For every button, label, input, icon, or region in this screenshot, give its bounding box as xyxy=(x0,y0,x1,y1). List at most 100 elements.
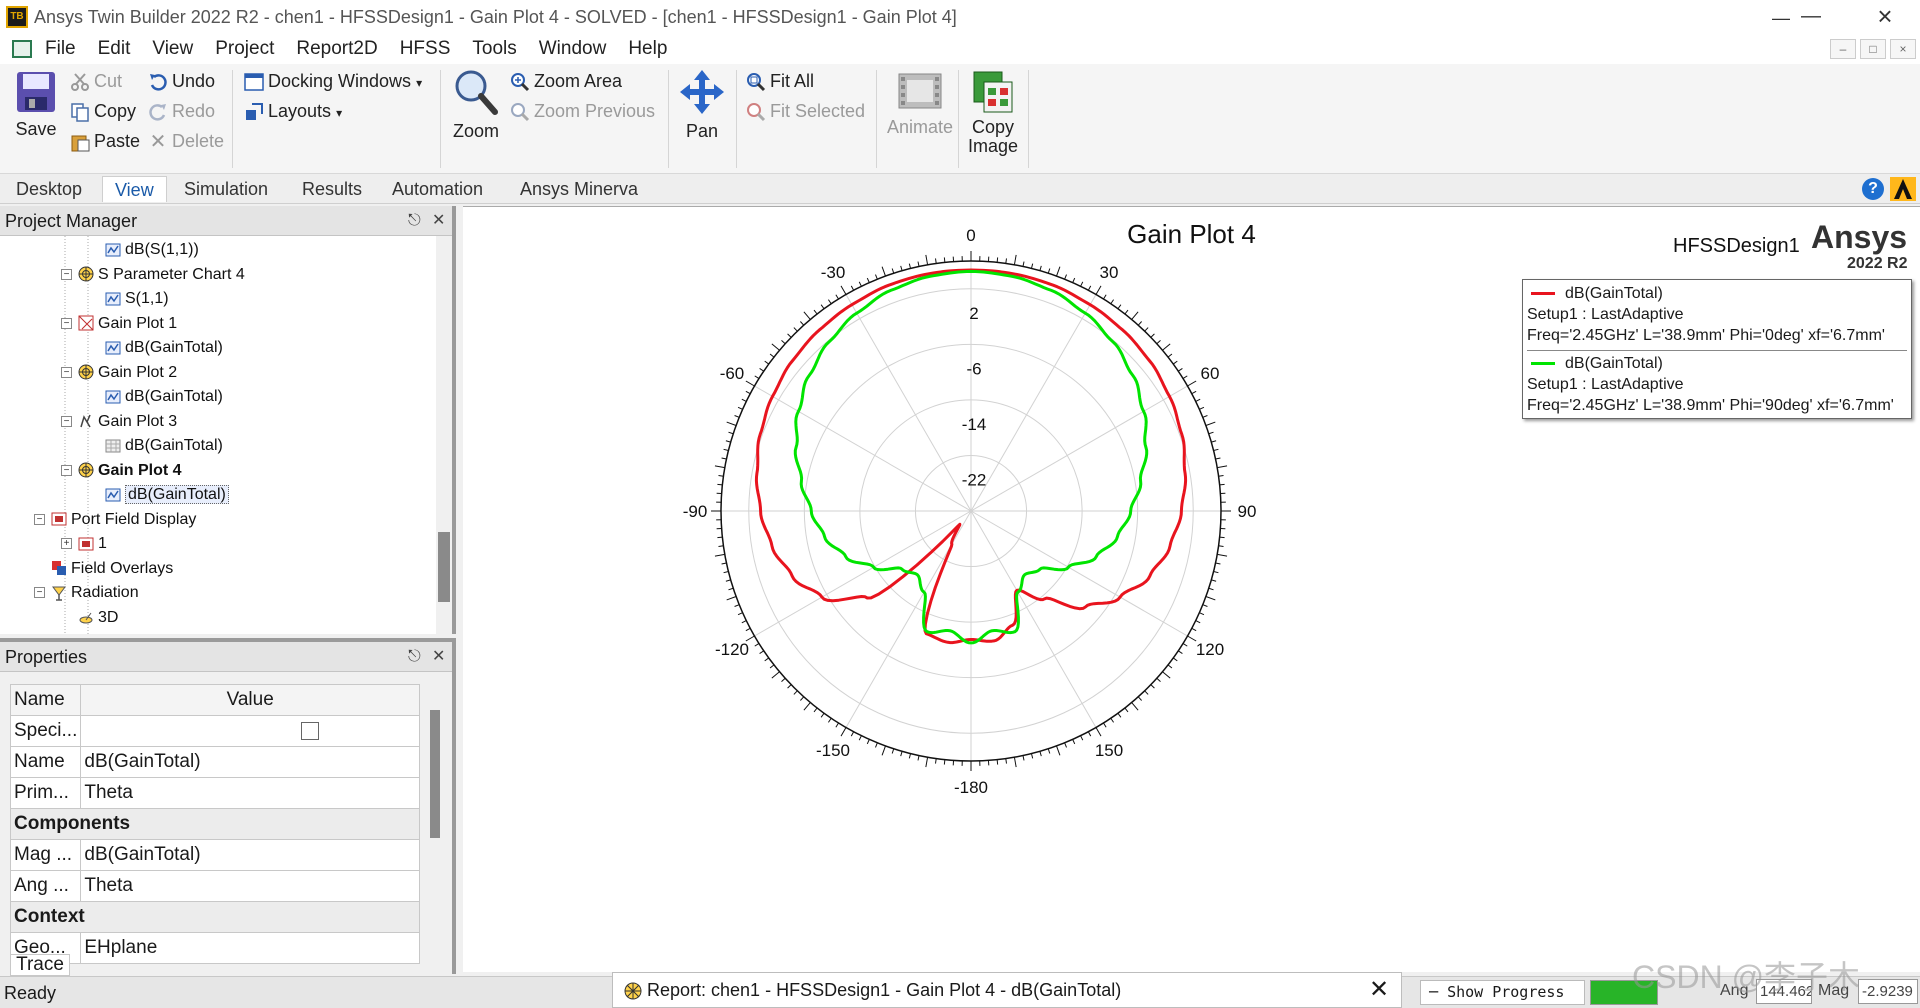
tab-view[interactable]: View xyxy=(102,176,167,202)
property-row[interactable]: Mag ... dB(GainTotal) xyxy=(9,839,420,871)
minimize-button[interactable]: — xyxy=(1801,5,1821,27)
mdi-close-button[interactable]: × xyxy=(1890,39,1916,59)
close-report-button[interactable]: ✕ xyxy=(1369,976,1390,1003)
angle-tick-label: -90 xyxy=(683,502,708,521)
copy-button[interactable]: Copy xyxy=(70,96,136,126)
property-row[interactable]: Geo... EHplane xyxy=(9,932,420,964)
collapse-icon[interactable]: − xyxy=(34,513,45,525)
property-value[interactable]: dB(GainTotal) xyxy=(80,839,420,871)
tree-item[interactable]: dB(GainTotal) xyxy=(88,385,223,409)
menu-file[interactable]: File xyxy=(45,38,76,59)
save-button[interactable]: Save xyxy=(8,70,64,140)
mdi-restore-button[interactable]: □ xyxy=(1860,39,1886,59)
tree-item[interactable]: − Radiation xyxy=(34,581,139,605)
cut-button[interactable]: Cut xyxy=(70,66,122,96)
pin-icon[interactable]: ⎋ xyxy=(408,212,421,229)
tree-scrollbar-thumb[interactable] xyxy=(438,532,450,602)
menu-project[interactable]: Project xyxy=(215,38,275,59)
report-document-tab[interactable]: Report: chen1 - HFSSDesign1 - Gain Plot … xyxy=(612,972,1402,1008)
value-column-header[interactable]: Value xyxy=(80,684,420,716)
tree-item[interactable]: dB(GainTotal) xyxy=(88,336,223,360)
close-panel-button[interactable]: ✕ xyxy=(432,212,446,229)
zoom-button[interactable]: Zoom xyxy=(448,68,504,142)
collapse-icon[interactable]: − xyxy=(61,464,72,476)
properties-scrollbar-thumb[interactable] xyxy=(430,710,440,838)
tree-item[interactable]: − Gain Plot 3 xyxy=(61,410,177,434)
menu-view[interactable]: View xyxy=(152,38,194,59)
zoom-previous-button[interactable]: Zoom Previous xyxy=(510,96,655,126)
polar-tick xyxy=(850,731,855,737)
collapse-icon[interactable]: − xyxy=(34,587,45,599)
polar-tick xyxy=(820,712,825,718)
tree-item[interactable]: Field Overlays xyxy=(34,557,173,581)
layouts-button[interactable]: Layouts ▾ xyxy=(244,96,342,126)
property-value[interactable]: Theta xyxy=(80,870,420,902)
tab-simulation[interactable]: Simulation xyxy=(184,179,269,199)
pan-button[interactable]: Pan xyxy=(676,68,728,142)
tab-ansys-minerva[interactable]: Ansys Minerva xyxy=(520,179,639,199)
specify-checkbox[interactable] xyxy=(301,721,320,740)
polar-tick xyxy=(745,627,751,632)
show-progress-button[interactable]: ─ Show Progress xyxy=(1420,980,1585,1005)
property-row[interactable]: Prim... Theta xyxy=(9,777,420,809)
collapse-icon[interactable]: − xyxy=(61,415,72,427)
property-row[interactable]: Speci... xyxy=(9,715,420,747)
tree-item[interactable]: dB(S(1,1)) xyxy=(88,238,199,262)
delete-button[interactable]: ✕ Delete xyxy=(148,126,224,156)
tree-item[interactable]: − S Parameter Chart 4 xyxy=(61,263,245,287)
plot-title: Gain Plot 4 xyxy=(1127,219,1256,249)
property-value[interactable]: EHplane xyxy=(80,932,420,964)
plot-legend[interactable]: dB(GainTotal) Setup1 : LastAdaptive Freq… xyxy=(1522,279,1912,419)
tree-item[interactable]: S(1,1) xyxy=(88,287,169,311)
redo-button[interactable]: Redo xyxy=(148,96,215,126)
property-group-row[interactable]: Context xyxy=(10,901,420,933)
property-value[interactable]: dB(GainTotal) xyxy=(80,746,420,778)
property-value[interactable]: Theta xyxy=(80,777,420,809)
help-icon[interactable]: ? xyxy=(1862,178,1884,200)
expand-icon[interactable]: + xyxy=(61,538,72,550)
tab-desktop[interactable]: Desktop xyxy=(16,179,83,199)
tab-results[interactable]: Results xyxy=(302,179,363,199)
collapse-icon[interactable]: − xyxy=(61,366,72,378)
property-row[interactable]: Name dB(GainTotal) xyxy=(9,746,420,778)
mdi-minimize-button[interactable]: – xyxy=(1830,39,1856,59)
paste-button[interactable]: Paste xyxy=(70,126,140,156)
copy-image-button[interactable]: Copy Image xyxy=(962,68,1024,156)
property-row[interactable]: Ang ... Theta xyxy=(9,870,420,902)
menu-hfss[interactable]: HFSS xyxy=(399,38,451,59)
menu-help[interactable]: Help xyxy=(628,38,668,59)
undo-button[interactable]: Undo xyxy=(148,66,215,96)
tree-item[interactable]: − Gain Plot 4 xyxy=(61,459,182,483)
name-column-header[interactable]: Name xyxy=(9,684,82,716)
tree-item[interactable]: − Gain Plot 2 xyxy=(61,361,177,385)
collapse-icon[interactable]: − xyxy=(61,317,72,329)
collapse-icon[interactable]: − xyxy=(61,268,72,280)
zoom-area-button[interactable]: Zoom Area xyxy=(510,66,622,96)
tree-item[interactable]: − Port Field Display xyxy=(34,508,196,532)
animate-button[interactable]: Animate xyxy=(884,70,956,138)
property-value[interactable] xyxy=(80,715,420,747)
document-icon[interactable] xyxy=(12,40,32,58)
menu-window[interactable]: Window xyxy=(538,38,607,59)
polar-tick xyxy=(1005,758,1007,764)
docking-windows-button[interactable]: Docking Windows ▾ xyxy=(244,66,422,96)
tab-automation[interactable]: Automation xyxy=(392,179,484,199)
trace-tab[interactable]: Trace xyxy=(10,954,70,976)
menu-edit[interactable]: Edit xyxy=(97,38,131,59)
fit-all-button[interactable]: Fit All xyxy=(746,66,814,96)
fit-selected-button[interactable]: Fit Selected xyxy=(746,96,865,126)
minimize-icon[interactable]: — xyxy=(1772,8,1790,28)
tree-item[interactable]: dB(GainTotal) xyxy=(88,434,223,458)
menu-tools[interactable]: Tools xyxy=(472,38,517,59)
tree-item[interactable]: 3D xyxy=(61,606,118,630)
report-plot-area[interactable]: Gain Plot 4 HFSSDesign1 Ansys 2022 R2 0 3… xyxy=(463,206,1920,972)
property-group-row[interactable]: Components xyxy=(10,808,420,840)
close-panel-button[interactable]: ✕ xyxy=(432,648,446,665)
tree-item[interactable]: dB(GainTotal) xyxy=(88,483,229,507)
close-window-button[interactable]: × xyxy=(1877,1,1893,31)
menu-report2d[interactable]: Report2D xyxy=(296,38,378,59)
pin-icon[interactable]: ⎋ xyxy=(408,648,421,665)
tree-item[interactable]: EHplane xyxy=(61,630,159,634)
tree-item[interactable]: +1 xyxy=(61,532,107,556)
tree-item[interactable]: − Gain Plot 1 xyxy=(61,312,177,336)
